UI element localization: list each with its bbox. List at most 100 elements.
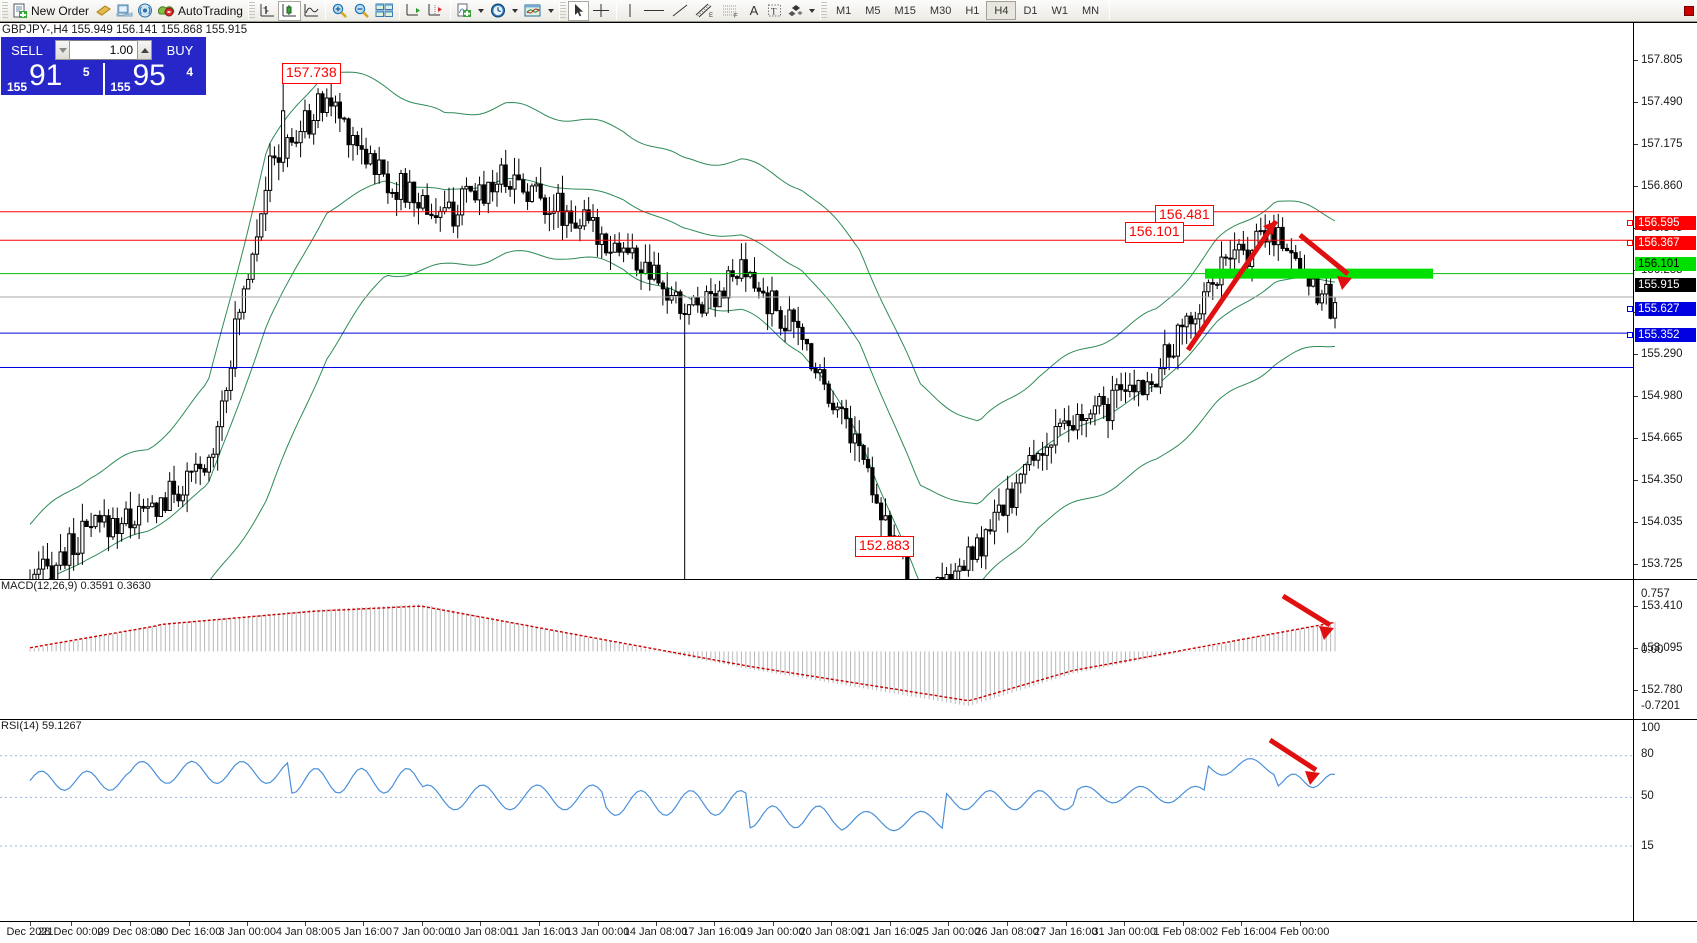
templates-button[interactable] xyxy=(522,1,558,21)
toolbar-grip-3[interactable] xyxy=(558,1,566,20)
volume-stepper[interactable]: 1.00 xyxy=(53,37,154,63)
timeframe-button-d1[interactable]: D1 xyxy=(1023,4,1038,17)
timeframe-button-m5[interactable]: M5 xyxy=(865,4,881,17)
bar-chart-button[interactable] xyxy=(257,1,278,21)
expert-advisor-button[interactable] xyxy=(93,1,114,21)
macd-price-axis[interactable]: 0.757 0.00 -0.7201 xyxy=(1633,580,1697,719)
order-level-badge-2[interactable]: 155.352 xyxy=(1635,328,1696,342)
trendline-button[interactable] xyxy=(668,1,692,21)
time-tick xyxy=(188,922,190,926)
shapes-chevron-down-icon[interactable] xyxy=(808,8,815,13)
time-axis-label: 27 Jan 16:00 xyxy=(1033,926,1098,938)
time-axis-label: Dec 2021 xyxy=(6,926,54,938)
one-click-trading-panel[interactable]: SELL 1.00 BUY 155 91 5 155 95 4 xyxy=(1,37,206,95)
timeframe-button-mn[interactable]: MN xyxy=(1082,4,1100,17)
timeframe-button-h4[interactable]: H4 xyxy=(986,1,1017,20)
rsi-axis-label: 15 xyxy=(1641,840,1654,852)
cursor-button[interactable] xyxy=(567,0,589,21)
price-tick-label: 157.490 xyxy=(1641,96,1683,108)
timeframe-button-m30[interactable]: M30 xyxy=(929,4,952,17)
toolbar-grip-2[interactable] xyxy=(247,1,255,20)
autotrading-label: AutoTrading xyxy=(178,3,243,18)
level-handle[interactable] xyxy=(1627,306,1633,312)
data-window-icon xyxy=(116,4,133,17)
annotation-level-156101[interactable]: 156.101 xyxy=(1125,222,1184,243)
crosshair-button[interactable] xyxy=(589,1,613,21)
time-axis-label: 31 Jan 00:00 xyxy=(1092,926,1157,938)
main-toolbar: New Order AutoTrading xyxy=(0,0,1697,22)
auto-scroll-button[interactable] xyxy=(403,1,425,21)
fibonacci-button[interactable]: F xyxy=(718,1,744,21)
signal-button[interactable] xyxy=(135,1,156,21)
buy-price-main: 95 xyxy=(132,59,166,92)
text-button[interactable]: T xyxy=(764,1,785,21)
price-axis[interactable]: 157.805157.490157.175156.860156.545156.2… xyxy=(1627,23,1697,696)
order-panel-price-row: 155 91 5 155 95 4 xyxy=(1,59,206,95)
timeframe-button-h1[interactable]: H1 xyxy=(965,4,980,17)
sell-price-display[interactable]: 155 91 5 xyxy=(1,59,103,95)
line-chart-button[interactable] xyxy=(301,1,322,21)
expert-advisor-icon xyxy=(96,5,111,16)
volume-dropdown-button[interactable] xyxy=(55,40,70,60)
annotation-low-152883[interactable]: 152.883 xyxy=(855,536,914,557)
equidistant-channel-button[interactable]: E xyxy=(692,1,718,21)
annotation-high-157738[interactable]: 157.738 xyxy=(282,63,341,84)
timeframe-button-m15[interactable]: M15 xyxy=(894,4,916,17)
autotrading-button[interactable]: AutoTrading xyxy=(156,1,247,21)
macd-chart-svg xyxy=(29,593,1336,707)
data-window-button[interactable] xyxy=(114,1,135,21)
macd-axis-label: 0.00 xyxy=(1641,644,1664,656)
macd-pane[interactable]: MACD(12,26,9) 0.3591 0.3630 0.757 0.00 -0.… xyxy=(0,579,1697,719)
time-axis[interactable]: Dec 2021 28 Dec 00:00 29 Dec 08:00 30 Dec 1… xyxy=(0,921,1697,943)
time-axis-label: 19 Jan 00:00 xyxy=(740,926,805,938)
chart-area[interactable]: GBPJPY-,H4 155.949 156.141 155.868 155.9… xyxy=(0,22,1697,943)
period-chevron-down-icon[interactable] xyxy=(511,8,518,13)
horizontal-line-button[interactable] xyxy=(640,1,668,21)
rsi-title: RSI(14) 59.1267 xyxy=(1,720,82,732)
tile-windows-button[interactable] xyxy=(373,1,396,21)
price-chart-svg xyxy=(0,68,1633,579)
toolbar-grip[interactable] xyxy=(1,1,8,20)
support-level-badge[interactable]: 156.101 xyxy=(1635,257,1696,271)
candlestick-chart-button[interactable] xyxy=(277,0,301,21)
price-pane[interactable] xyxy=(0,23,1633,579)
volume-increase-button[interactable] xyxy=(137,40,152,60)
close-icon[interactable] xyxy=(1684,5,1694,16)
shapes-button[interactable] xyxy=(785,1,819,21)
chart-shift-icon xyxy=(428,4,442,16)
volume-input[interactable]: 1.00 xyxy=(70,40,137,60)
rsi-axis-label: 80 xyxy=(1641,748,1654,760)
ask-price-badge[interactable]: 156.595 xyxy=(1635,216,1696,230)
indicators-chevron-down-icon[interactable] xyxy=(477,8,484,13)
rsi-price-axis[interactable]: 100 80 50 15 xyxy=(1633,720,1697,922)
indicators-button[interactable] xyxy=(454,1,488,21)
vertical-line-button[interactable] xyxy=(620,1,640,21)
zoom-out-button[interactable] xyxy=(351,1,373,21)
chart-shift-button[interactable] xyxy=(425,1,447,21)
time-axis-label: 25 Jan 00:00 xyxy=(916,926,981,938)
bid-price-badge[interactable]: 156.367 xyxy=(1635,236,1696,250)
timeframe-group: M1 M5 M15 M30 H1 H4 D1 W1 MN xyxy=(829,1,1106,20)
rsi-pane[interactable]: RSI(14) 59.1267 100 80 50 15 xyxy=(0,719,1697,922)
annotation-high-156481[interactable]: 156.481 xyxy=(1155,205,1214,226)
timeframe-button-m1[interactable]: M1 xyxy=(835,4,852,17)
toolbar-grip-4[interactable] xyxy=(819,1,827,20)
time-tick xyxy=(1007,922,1009,926)
time-tick xyxy=(597,922,599,926)
period-button[interactable] xyxy=(488,1,522,21)
order-level-badge-1[interactable]: 155.627 xyxy=(1635,302,1696,316)
level-handle[interactable] xyxy=(1627,240,1633,246)
buy-price-display[interactable]: 155 95 4 xyxy=(104,59,206,95)
timeframe-button-w1[interactable]: W1 xyxy=(1051,4,1069,17)
price-tick-label: 156.860 xyxy=(1641,180,1683,192)
sell-button[interactable]: SELL xyxy=(1,37,53,63)
zoom-in-button[interactable] xyxy=(329,1,351,21)
last-price-badge[interactable]: 155.915 xyxy=(1635,278,1696,292)
level-handle[interactable] xyxy=(1627,220,1633,226)
buy-button[interactable]: BUY xyxy=(154,37,206,63)
text-label-button[interactable]: A xyxy=(744,1,764,21)
price-tick-label: 154.035 xyxy=(1641,516,1683,528)
level-handle[interactable] xyxy=(1627,332,1633,338)
new-order-button[interactable]: New Order xyxy=(10,1,93,21)
templates-chevron-down-icon[interactable] xyxy=(547,8,554,13)
